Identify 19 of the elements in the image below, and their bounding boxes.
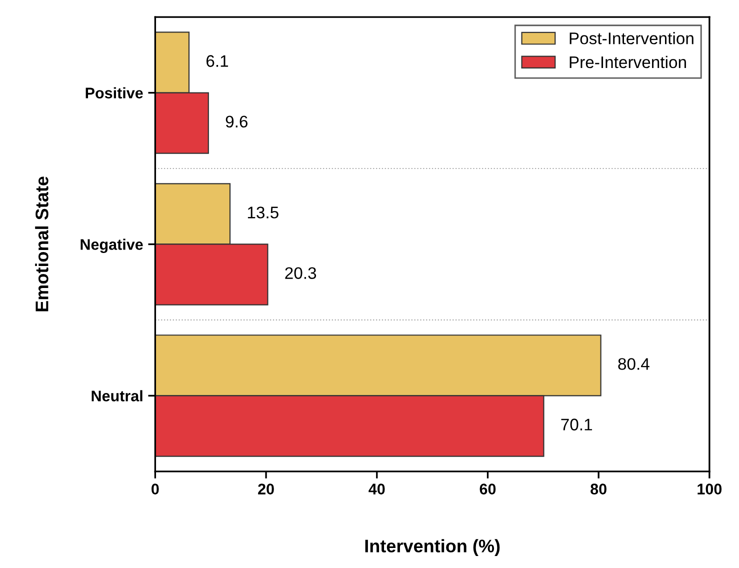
data-label: 20.3 (285, 267, 316, 280)
x-tick-label: 80 (590, 484, 606, 494)
legend-label: Post-Intervention (570, 32, 694, 44)
x-tick-label: 60 (480, 484, 496, 494)
y-tick-label: Positive (86, 87, 143, 98)
x-tick-label: 20 (258, 484, 274, 494)
x-tick-label: 40 (368, 484, 385, 494)
data-label: 70.1 (561, 418, 592, 430)
legend-label: Pre-Intervention (570, 56, 686, 68)
data-label: 6.1 (206, 55, 228, 67)
x-tick-label: 100 (698, 484, 722, 494)
data-label: 9.6 (226, 116, 248, 128)
x-tick-label: 0 (152, 484, 159, 494)
data-label: 13.5 (248, 206, 278, 218)
x-axis-title: Intervention (%) (365, 539, 500, 556)
y-tick-label: Negative (80, 238, 143, 254)
y-axis-title: Emotional State (35, 176, 48, 312)
y-tick-label: Neutral (92, 390, 142, 402)
data-label: 80.4 (618, 358, 650, 370)
